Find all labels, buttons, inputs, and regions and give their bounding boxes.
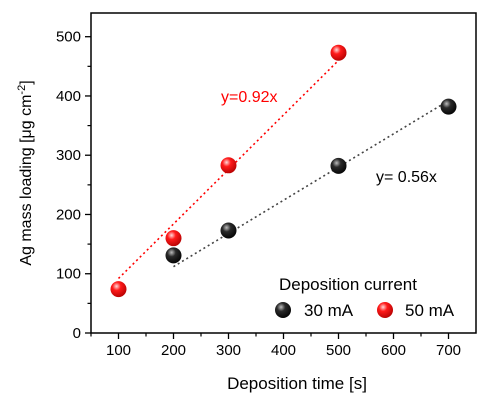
x-tick-label: 600 xyxy=(381,342,406,359)
x-tick-label: 100 xyxy=(106,342,131,359)
legend-marker-30ma xyxy=(275,302,291,318)
data-point xyxy=(440,98,457,115)
x-tick-label: 300 xyxy=(216,342,241,359)
fit-label-50ma: y=0.92x xyxy=(221,89,277,106)
legend-title: Deposition current xyxy=(279,275,417,294)
y-tick-label: 400 xyxy=(56,88,81,105)
y-axis-label-superscript: -2 xyxy=(16,85,28,95)
x-tick-label: 200 xyxy=(161,342,186,359)
y-axis-label: Ag mass loading [μg cm-2] xyxy=(16,80,35,265)
data-points xyxy=(110,44,457,298)
legend: Deposition current 30 mA 50 mA xyxy=(275,275,455,320)
y-tick-label: 200 xyxy=(56,206,81,223)
data-point xyxy=(330,157,347,174)
x-tick-label: 700 xyxy=(436,342,461,359)
data-point xyxy=(165,247,182,264)
fit-lines xyxy=(117,59,449,280)
x-tick-label: 500 xyxy=(326,342,351,359)
fit-line xyxy=(173,100,449,268)
fit-line xyxy=(117,59,340,280)
y-tick-label: 500 xyxy=(56,29,81,46)
y-tick-label: 300 xyxy=(56,147,81,164)
data-point xyxy=(165,230,182,247)
fit-label-30ma: y= 0.56x xyxy=(376,169,437,186)
legend-label-50ma: 50 mA xyxy=(405,301,455,320)
data-point xyxy=(330,44,347,61)
legend-marker-50ma xyxy=(377,302,393,318)
y-tick-label: 100 xyxy=(56,266,81,283)
data-point xyxy=(110,281,127,298)
data-point xyxy=(220,222,237,239)
x-tick-label: 400 xyxy=(271,342,296,359)
y-tick-label: 0 xyxy=(73,325,81,342)
x-axis-ticks: 100 200 300 400 500 600 700 xyxy=(90,333,461,359)
y-axis-ticks: 0 100 200 300 400 500 xyxy=(56,29,91,342)
legend-label-30ma: 30 mA xyxy=(304,301,354,320)
data-point xyxy=(220,157,237,174)
x-axis-label: Deposition time [s] xyxy=(227,374,367,393)
